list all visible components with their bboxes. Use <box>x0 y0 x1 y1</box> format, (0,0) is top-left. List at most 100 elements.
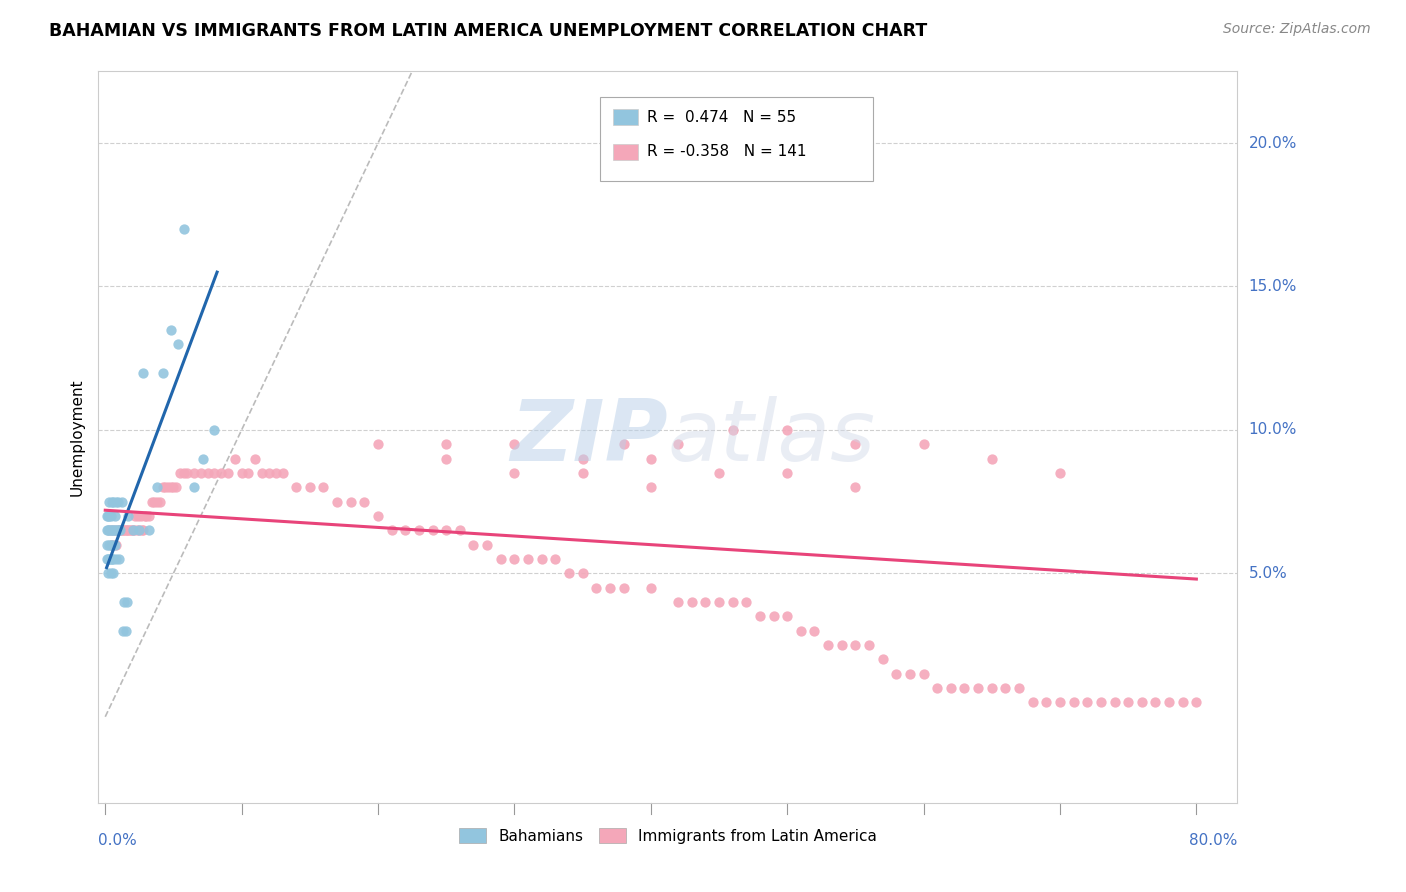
Point <box>571 451 593 466</box>
Point <box>104 524 127 538</box>
Point <box>762 609 785 624</box>
Point <box>100 566 122 581</box>
Point <box>695 595 717 609</box>
Point <box>108 524 131 538</box>
Point <box>100 552 122 566</box>
Point <box>209 466 232 480</box>
Point <box>105 494 128 508</box>
Point <box>1076 695 1098 709</box>
Point <box>96 524 118 538</box>
Text: 20.0%: 20.0% <box>1249 136 1296 151</box>
Point <box>112 524 135 538</box>
Point <box>776 609 799 624</box>
Point <box>121 524 143 538</box>
Point <box>1130 695 1153 709</box>
Point <box>101 524 124 538</box>
Point <box>353 494 375 508</box>
Point <box>105 552 128 566</box>
Point <box>707 466 730 480</box>
Point <box>434 451 457 466</box>
Point <box>120 524 142 538</box>
Point <box>101 494 124 508</box>
Point <box>434 437 457 451</box>
Point <box>463 538 485 552</box>
Point <box>1090 695 1112 709</box>
Point <box>666 437 689 451</box>
Point <box>612 437 634 451</box>
Point <box>105 538 128 552</box>
Point <box>96 552 118 566</box>
Point <box>831 638 853 652</box>
Point <box>558 566 581 581</box>
Point <box>128 524 150 538</box>
Point <box>707 595 730 609</box>
Point <box>530 552 553 566</box>
Point <box>135 508 157 523</box>
Point <box>169 466 191 480</box>
Point <box>152 366 174 380</box>
Point <box>103 494 125 508</box>
Point <box>97 524 120 538</box>
Point <box>803 624 825 638</box>
Point <box>107 524 129 538</box>
Point <box>173 466 195 480</box>
Bar <box>613 110 638 126</box>
Y-axis label: Unemployment: Unemployment <box>69 378 84 496</box>
Point <box>101 538 124 552</box>
Point <box>231 466 253 480</box>
Point <box>489 552 512 566</box>
Point <box>912 666 935 681</box>
Point <box>544 552 567 566</box>
Point <box>104 524 127 538</box>
Point <box>98 524 121 538</box>
Point <box>103 524 125 538</box>
Point <box>872 652 894 666</box>
Point <box>143 494 166 508</box>
Point <box>422 524 444 538</box>
Point <box>114 624 136 638</box>
Point <box>115 595 138 609</box>
Point <box>953 681 976 695</box>
Legend: Bahamians, Immigrants from Latin America: Bahamians, Immigrants from Latin America <box>453 822 883 850</box>
Point <box>271 466 294 480</box>
Point <box>326 494 349 508</box>
Point <box>1049 695 1071 709</box>
Point <box>367 508 389 523</box>
Point <box>1116 695 1139 709</box>
Point <box>97 566 120 581</box>
Point <box>122 524 145 538</box>
Point <box>98 494 121 508</box>
Point <box>503 552 526 566</box>
Point <box>238 466 260 480</box>
Text: 10.0%: 10.0% <box>1249 423 1296 437</box>
Point <box>117 524 139 538</box>
Point <box>159 480 181 494</box>
Point <box>125 524 148 538</box>
Text: R = -0.358   N = 141: R = -0.358 N = 141 <box>647 145 807 160</box>
Point <box>1185 695 1208 709</box>
Point <box>134 508 156 523</box>
Point <box>98 552 121 566</box>
Point <box>257 466 280 480</box>
Point <box>434 524 457 538</box>
Point <box>250 466 273 480</box>
Point <box>245 451 267 466</box>
Point <box>1157 695 1180 709</box>
Point <box>224 451 246 466</box>
Point <box>640 581 662 595</box>
Point <box>159 322 181 336</box>
Text: Source: ZipAtlas.com: Source: ZipAtlas.com <box>1223 22 1371 37</box>
Point <box>1021 695 1043 709</box>
Point <box>183 480 205 494</box>
Point <box>100 524 122 538</box>
Point <box>141 494 163 508</box>
Point <box>898 666 921 681</box>
Point <box>912 437 935 451</box>
Point <box>124 508 146 523</box>
Point <box>104 508 127 523</box>
Point <box>1171 695 1194 709</box>
Text: 80.0%: 80.0% <box>1189 833 1237 848</box>
Point <box>132 366 155 380</box>
Point <box>166 336 188 351</box>
Point <box>128 524 150 538</box>
